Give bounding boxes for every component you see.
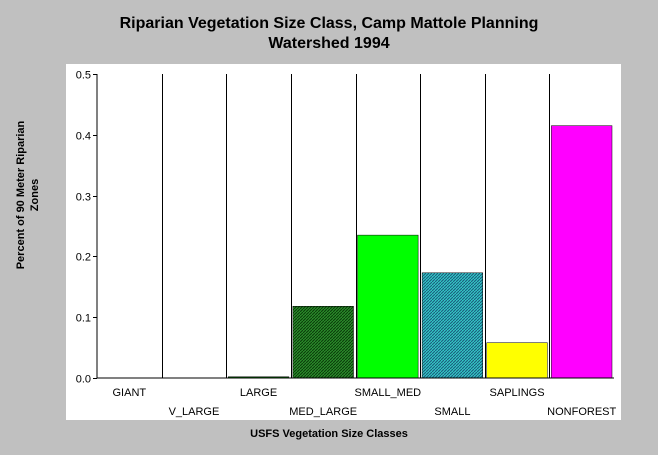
y-tick-label: 0.3: [76, 192, 91, 204]
x-tick-label: SMALL: [434, 406, 470, 418]
x-tick-label: MED_LARGE: [289, 406, 357, 418]
bar-saplings: [486, 342, 548, 379]
chart-title-line-2: Watershed 1994: [268, 35, 390, 52]
chart-title: Riparian Vegetation Size Class, Camp Mat…: [0, 14, 658, 54]
bar-small: [421, 272, 483, 379]
y-tick-label: 0.1: [76, 313, 91, 325]
bar-med-large: [292, 306, 354, 379]
x-tick-label: NONFOREST: [547, 406, 616, 418]
y-tick-label: 0.5: [76, 70, 91, 82]
x-tick-label: V_LARGE: [169, 406, 220, 418]
x-tick-label: LARGE: [240, 387, 277, 399]
y-tick-label: 0.4: [76, 131, 91, 143]
chart-title-line-1: Riparian Vegetation Size Class, Camp Mat…: [119, 15, 539, 32]
bar-small-med: [357, 234, 419, 379]
x-tick-label: SMALL_MED: [354, 387, 421, 399]
x-tick-label: SAPLINGS: [490, 387, 545, 399]
x-axis-label: USFS Vegetation Size Classes: [250, 428, 408, 440]
y-tick-label: 0.0: [76, 374, 91, 386]
bar-nonforest: [551, 125, 613, 379]
x-tick-label: GIANT: [113, 387, 147, 399]
y-tick-label: 0.2: [76, 252, 91, 264]
